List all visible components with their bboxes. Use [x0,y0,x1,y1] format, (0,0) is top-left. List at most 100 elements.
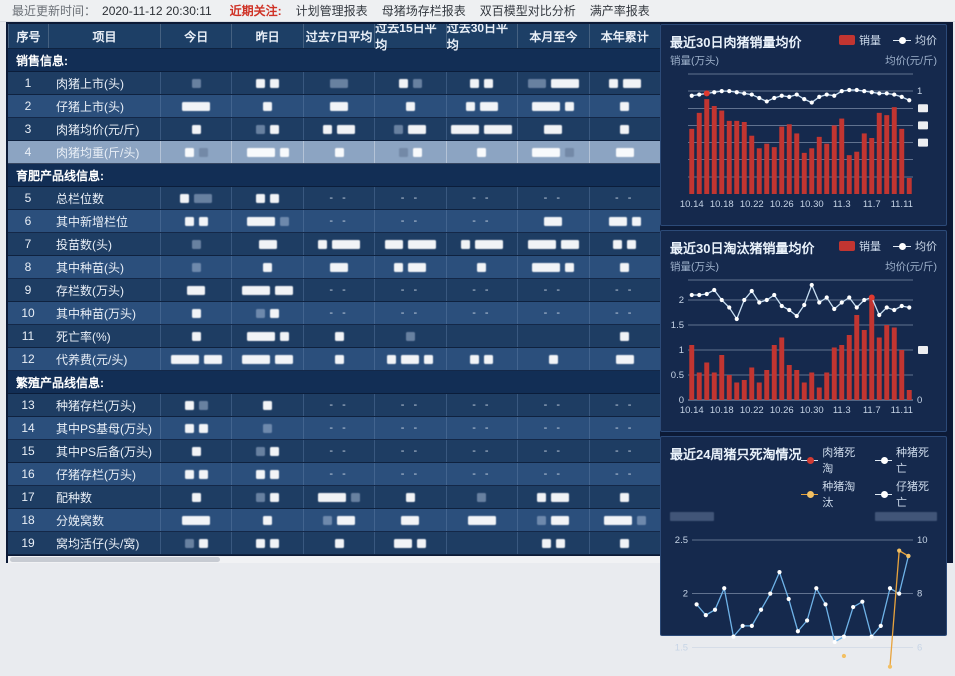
table-cell [302,348,374,370]
redacted-value [184,216,194,226]
row-item-label: 配种数 [56,490,93,505]
right-axis-title: 均价(元/斤) [885,261,937,273]
legend-item-pig-death[interactable]: 肉猪死淘 [801,444,863,476]
table-row[interactable]: 5 总栏位数 - -- -- -- -- - [8,187,660,210]
table-row[interactable]: 15 其中PS后备(万头) - -- -- -- -- - [8,440,660,463]
table-row[interactable]: 9 存栏数(万头) - -- -- -- -- - [8,279,660,302]
redacted-value [263,423,273,433]
line-dot-swatch-icon [893,241,911,251]
redacted-value [548,354,558,364]
table-row[interactable]: 11 死亡率(%) [8,325,660,348]
row-number: 17 [21,490,35,504]
table-row[interactable]: 17 配种数 [8,486,660,509]
table-cell [445,348,517,370]
table-row[interactable]: 7 投苗数(头) [8,233,660,256]
table-row[interactable]: 18 分娩窝数 [8,509,660,532]
table-row[interactable]: 19 窝均活仔(头/窝) [8,532,660,555]
table-cell: - - [445,463,517,485]
table-row[interactable]: 8 其中种苗(头) [8,256,660,279]
table-row[interactable]: 14 其中PS基母(万头) - -- -- -- -- - [8,417,660,440]
table-cell [231,394,302,416]
chart-card-pig-sales: 最近30日肉猪销量均价 销量 均价 销量(万头) 均价(元/斤) 1 10.14 1… [660,24,947,226]
redacted-value [565,101,575,111]
redacted-value [191,446,201,456]
row-number: 13 [21,398,35,412]
row-number: 15 [21,444,35,458]
redacted-value [334,331,344,341]
redacted-value [256,469,266,479]
table-cell [160,348,231,370]
redacted-value [279,331,289,341]
table-cell [302,72,374,94]
legend-item-breeder-death[interactable]: 种猪死亡 [875,444,937,476]
redacted-value [270,446,280,456]
redacted-value [170,354,199,364]
table-cell: - - [445,440,517,462]
legend-item-sales[interactable]: 销量 [839,32,881,48]
redacted-value [384,239,403,249]
table-row[interactable]: 12 代养费(元/头) [8,348,660,371]
row-item-label: 肉猪上市(头) [56,76,124,91]
redacted-value [256,538,266,548]
scrollbar-thumb[interactable] [10,557,220,562]
table-cell [160,486,231,508]
redacted-value [620,101,630,111]
table-cell: - - [302,417,374,439]
redacted-value [408,262,427,272]
table-cell [231,118,302,140]
report-table-body: 销售信息: 1 肉猪上市(头) 2 仔猪上市(头) 3 肉猪均价(元/斤) 4 肉猪均重(斤/头… [8,49,660,555]
redacted-value [184,469,194,479]
link-model-compare[interactable]: 双百模型对比分析 [479,4,576,18]
table-cell [588,486,660,508]
horizontal-scrollbar[interactable] [8,556,660,563]
legend-item-price[interactable]: 均价 [893,32,937,48]
row-number: 10 [21,306,35,320]
table-cell [588,325,660,347]
table-row[interactable]: 3 肉猪均价(元/斤) [8,118,660,141]
svg-text:10.14: 10.14 [680,199,704,210]
table-cell: - - [374,417,445,439]
table-row[interactable]: 6 其中新增栏位 - -- -- - [8,210,660,233]
svg-text:11.7: 11.7 [863,405,881,416]
svg-text:2.5: 2.5 [675,535,688,546]
section-row: 销售信息: [8,49,660,72]
legend-item-price[interactable]: 均价 [893,238,937,254]
redacted-value [270,538,280,548]
table-row[interactable]: 16 仔猪存栏(万头) - -- -- -- -- - [8,463,660,486]
table-row[interactable]: 13 种猪存栏(万头) - -- -- -- -- - [8,394,660,417]
table-cell [517,210,588,232]
column-header: 序号 [8,24,48,48]
table-cell [302,532,374,554]
table-cell [231,233,302,255]
column-header: 昨日 [231,24,302,48]
table-row[interactable]: 2 仔猪上市(头) [8,95,660,118]
table-cell [160,187,231,209]
legend-item-piglet-death[interactable]: 仔猪死亡 [875,478,937,510]
table-row[interactable]: 10 其中种苗(万头) - -- -- -- -- - [8,302,660,325]
row-item-label: 存栏数(万头) [56,283,124,298]
redacted-value [270,124,280,134]
redacted-value [270,78,280,88]
link-capacity-report[interactable]: 满产率报表 [589,4,650,18]
table-cell [374,486,445,508]
redacted-value [256,446,266,456]
legend-item-sales[interactable]: 销量 [839,238,881,254]
table-row[interactable]: 1 肉猪上市(头) [8,72,660,95]
charts-panel: 最近30日肉猪销量均价 销量 均价 销量(万头) 均价(元/斤) 1 10.14 1… [660,24,947,669]
table-row[interactable]: 4 肉猪均重(斤/头) [8,141,660,164]
column-header: 过去15日平均 [374,24,445,52]
table-cell [231,348,302,370]
link-plan-report[interactable]: 计划管理报表 [295,4,368,18]
redacted-value [467,515,496,525]
row-item-label: 其中PS后备(万头) [56,444,153,459]
section-row: 繁殖产品线信息: [8,371,660,394]
column-header: 项目 [48,24,160,48]
legend-item-breeder-cull[interactable]: 种猪淘汰 [801,478,863,510]
table-cell [588,210,660,232]
link-sow-farm-report[interactable]: 母猪场存栏报表 [381,4,466,18]
svg-text:0.5: 0.5 [671,370,684,381]
table-cell: - - [588,463,660,485]
table-cell [445,141,517,163]
redacted-value [541,538,551,548]
